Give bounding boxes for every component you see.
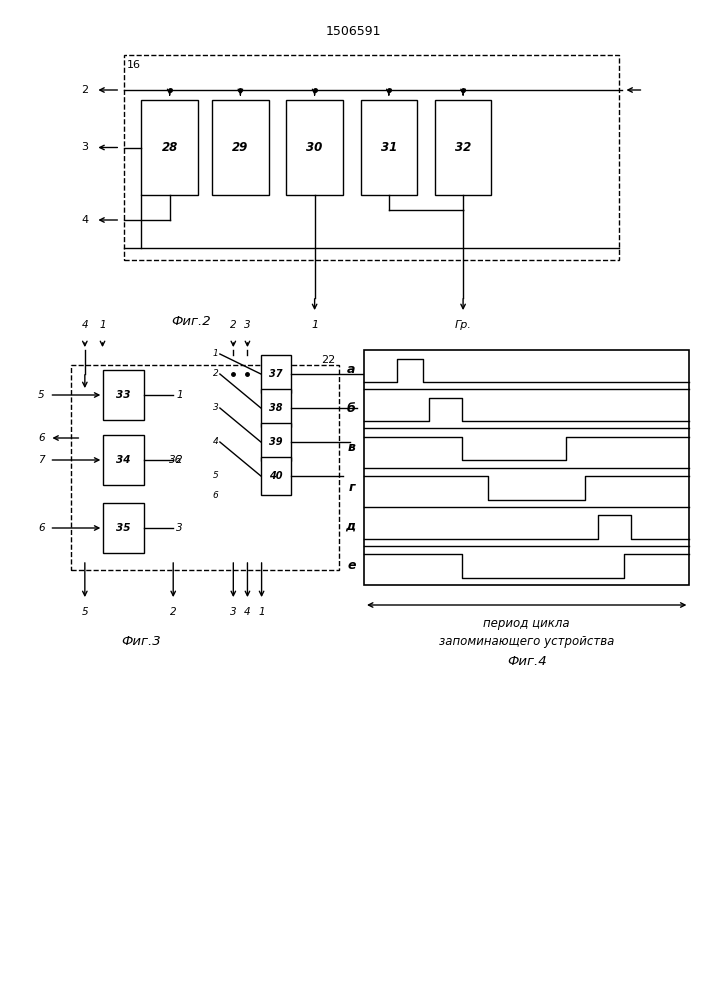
- Text: период цикла: период цикла: [484, 617, 570, 630]
- Bar: [124, 55, 619, 260]
- Text: 31: 31: [381, 141, 397, 154]
- Text: 38: 38: [269, 403, 283, 413]
- Bar: [435, 100, 491, 195]
- Bar: [261, 457, 291, 495]
- Text: запоминающего устройства: запоминающего устройства: [439, 635, 614, 648]
- Text: 2: 2: [176, 455, 182, 465]
- Text: 28: 28: [162, 141, 177, 154]
- Text: 3: 3: [176, 523, 182, 533]
- Text: 2: 2: [230, 320, 237, 330]
- Text: 2: 2: [170, 607, 177, 617]
- Text: 4: 4: [81, 215, 88, 225]
- Text: 34: 34: [117, 455, 131, 465]
- Text: 5: 5: [38, 390, 45, 400]
- Text: 4: 4: [213, 438, 218, 446]
- Bar: [71, 365, 339, 570]
- Text: д: д: [346, 520, 356, 533]
- Bar: [141, 100, 198, 195]
- Text: б: б: [347, 402, 356, 415]
- Bar: [103, 435, 144, 485]
- Text: 2: 2: [81, 85, 88, 95]
- Text: 3: 3: [244, 320, 251, 330]
- Text: а: а: [347, 363, 356, 376]
- Text: 4: 4: [81, 320, 88, 330]
- Text: 2: 2: [213, 369, 218, 378]
- Text: 16: 16: [127, 60, 141, 70]
- Text: 1: 1: [99, 320, 106, 330]
- Bar: [261, 423, 291, 461]
- Bar: [361, 100, 417, 195]
- Text: 6: 6: [38, 523, 45, 533]
- Text: 3: 3: [213, 403, 218, 412]
- Text: в: в: [348, 441, 356, 454]
- Text: Гр.: Гр.: [455, 320, 472, 330]
- Text: г: г: [349, 481, 356, 494]
- Text: 3: 3: [230, 607, 237, 617]
- Text: 6: 6: [38, 433, 45, 443]
- Text: 32: 32: [455, 141, 471, 154]
- Text: 29: 29: [233, 141, 248, 154]
- Text: 3: 3: [81, 142, 88, 152]
- Bar: [364, 350, 689, 585]
- Bar: [103, 370, 144, 420]
- Text: 39: 39: [269, 437, 283, 447]
- Text: 4: 4: [244, 607, 251, 617]
- Text: 7: 7: [38, 455, 45, 465]
- Text: 33: 33: [117, 390, 131, 400]
- Bar: [103, 503, 144, 553]
- Text: 37: 37: [269, 369, 283, 379]
- Bar: [261, 389, 291, 427]
- Text: Фиг.2: Фиг.2: [171, 315, 211, 328]
- Text: 40: 40: [269, 471, 283, 481]
- Bar: [286, 100, 343, 195]
- Text: е: е: [347, 559, 356, 572]
- Text: 6: 6: [213, 491, 218, 500]
- Text: 22: 22: [322, 355, 336, 365]
- Text: 5: 5: [81, 607, 88, 617]
- Text: 1506591: 1506591: [326, 25, 381, 38]
- Bar: [212, 100, 269, 195]
- Text: 30: 30: [307, 141, 322, 154]
- Text: 1: 1: [311, 320, 318, 330]
- Text: 5: 5: [213, 472, 218, 481]
- Text: 36: 36: [170, 455, 182, 465]
- Text: Фиг.3: Фиг.3: [122, 635, 161, 648]
- Bar: [261, 355, 291, 393]
- Text: 1: 1: [213, 350, 218, 359]
- Text: 1: 1: [258, 607, 265, 617]
- Text: Фиг.4: Фиг.4: [507, 655, 547, 668]
- Text: 1: 1: [176, 390, 182, 400]
- Text: 35: 35: [117, 523, 131, 533]
